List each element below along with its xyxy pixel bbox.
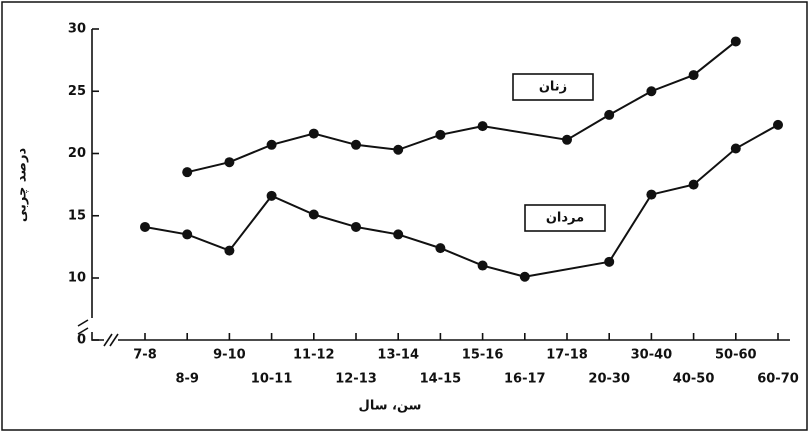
series-line bbox=[608, 123, 779, 263]
x-tick-label: 16-17 bbox=[504, 372, 546, 387]
point bbox=[646, 86, 657, 97]
point bbox=[688, 179, 699, 190]
series-label: زنان bbox=[539, 80, 567, 95]
point bbox=[182, 167, 193, 178]
x-axis-label: سن، سال bbox=[359, 399, 422, 414]
point bbox=[308, 209, 319, 220]
point bbox=[773, 119, 783, 130]
point bbox=[730, 143, 741, 154]
y-tick-label: 20 bbox=[68, 146, 86, 161]
y-axis-label: درصد چربی bbox=[15, 148, 30, 223]
point bbox=[224, 245, 235, 256]
point bbox=[688, 70, 699, 81]
x-tick-label: 30-40 bbox=[631, 348, 673, 363]
point bbox=[604, 256, 615, 267]
point bbox=[519, 271, 530, 282]
series-connector bbox=[524, 260, 610, 278]
point bbox=[435, 243, 446, 254]
point bbox=[562, 134, 572, 145]
x-tick-label: 14-15 bbox=[420, 372, 462, 387]
y-tick-label: 30 bbox=[68, 22, 86, 37]
point bbox=[182, 229, 193, 240]
x-tick-label: 13-14 bbox=[377, 348, 419, 363]
series-label-box bbox=[512, 73, 594, 101]
series-label-box bbox=[524, 204, 606, 232]
point bbox=[604, 109, 615, 120]
point bbox=[435, 129, 446, 140]
point bbox=[351, 221, 361, 232]
x-tick-label: 15-16 bbox=[462, 348, 504, 363]
x-tick-label: 9-10 bbox=[213, 348, 246, 363]
x-tick-label: 40-50 bbox=[673, 372, 715, 387]
y-tick-label: 15 bbox=[68, 208, 86, 223]
x-tick-label: 20-30 bbox=[588, 372, 630, 387]
y-tick-label: 25 bbox=[68, 84, 86, 99]
x-tick-label: 10-11 bbox=[251, 372, 293, 387]
point bbox=[393, 229, 404, 240]
y-tick-label: 0 bbox=[77, 333, 86, 348]
point bbox=[266, 139, 277, 150]
x-tick-label: 7-8 bbox=[133, 348, 157, 363]
point bbox=[224, 157, 235, 168]
point bbox=[646, 189, 657, 200]
point bbox=[730, 36, 741, 47]
x-tick-label: 8-9 bbox=[175, 372, 199, 387]
y-tick-label: 10 bbox=[68, 271, 86, 286]
x-tick-label: 60-70 bbox=[757, 372, 799, 387]
point bbox=[393, 144, 404, 155]
x-tick-label: 11-12 bbox=[293, 348, 335, 363]
series-connector bbox=[482, 125, 568, 141]
point bbox=[351, 139, 361, 150]
point bbox=[308, 128, 319, 139]
y-axis bbox=[91, 29, 104, 341]
x-tick-label: 12-13 bbox=[335, 372, 377, 387]
series-line bbox=[186, 125, 483, 174]
point bbox=[140, 221, 150, 232]
series-label: مردان bbox=[546, 211, 584, 226]
point bbox=[266, 190, 277, 201]
x-tick-label: 50-60 bbox=[715, 348, 757, 363]
series-line bbox=[144, 194, 526, 278]
x-tick-label: 17-18 bbox=[546, 348, 588, 363]
point bbox=[477, 260, 488, 271]
axis-break bbox=[77, 319, 119, 347]
point bbox=[477, 121, 488, 132]
